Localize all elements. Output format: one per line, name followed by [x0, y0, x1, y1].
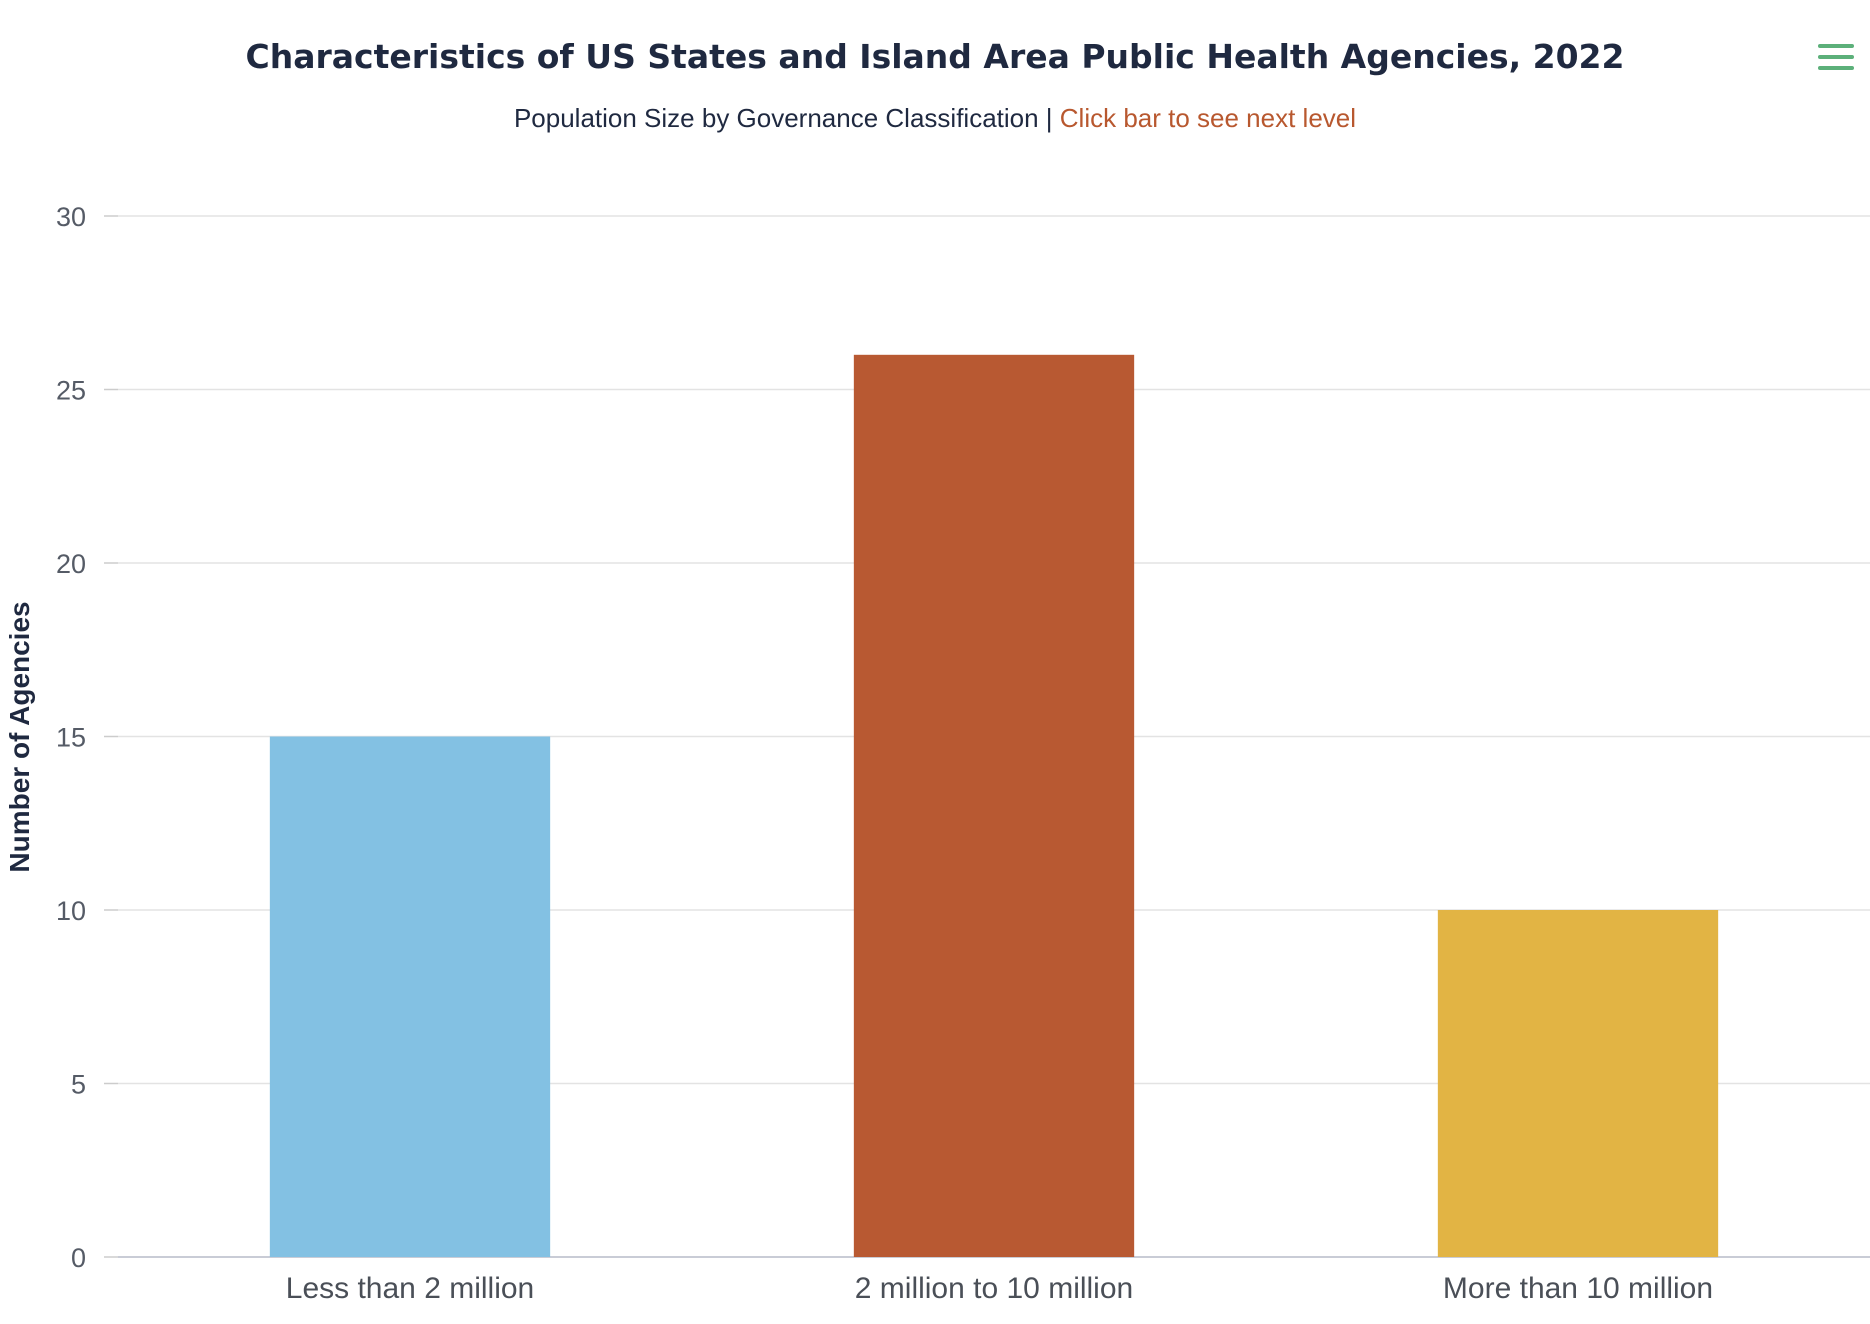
chart-subtitle: Population Size by Governance Classifica…: [514, 103, 1356, 133]
bars: [269, 354, 1719, 1258]
x-category-label: More than 10 million: [1443, 1272, 1713, 1305]
subtitle-text: Population Size by Governance Classifica…: [514, 103, 1060, 133]
menu-line: [1818, 44, 1854, 48]
bar-2[interactable]: [853, 354, 1135, 1257]
bar-3[interactable]: [1437, 910, 1719, 1257]
y-axis-title: Number of Agencies: [4, 601, 35, 872]
hamburger-menu-icon[interactable]: [1818, 44, 1854, 76]
menu-line: [1818, 66, 1854, 70]
x-axis-labels: Less than 2 million 2 million to 10 milli…: [286, 1272, 1713, 1305]
y-tick-label: 0: [71, 1243, 86, 1273]
chart-title: Characteristics of US States and Island …: [246, 37, 1625, 76]
y-tick-label: 30: [56, 202, 86, 232]
y-tick-label: 10: [56, 896, 86, 926]
y-tick-label: 5: [71, 1070, 86, 1100]
x-category-label: Less than 2 million: [286, 1272, 534, 1305]
subtitle-drilldown-link[interactable]: Click bar to see next level: [1060, 103, 1356, 133]
x-category-label: 2 million to 10 million: [855, 1272, 1133, 1305]
bar-1[interactable]: [269, 736, 551, 1258]
y-tick-label: 20: [56, 549, 86, 579]
y-axis-ticks: 0 5 10 15 20 25 30: [56, 202, 118, 1273]
y-tick-label: 25: [56, 376, 86, 406]
y-tick-label: 15: [56, 723, 86, 753]
menu-line: [1818, 55, 1854, 59]
